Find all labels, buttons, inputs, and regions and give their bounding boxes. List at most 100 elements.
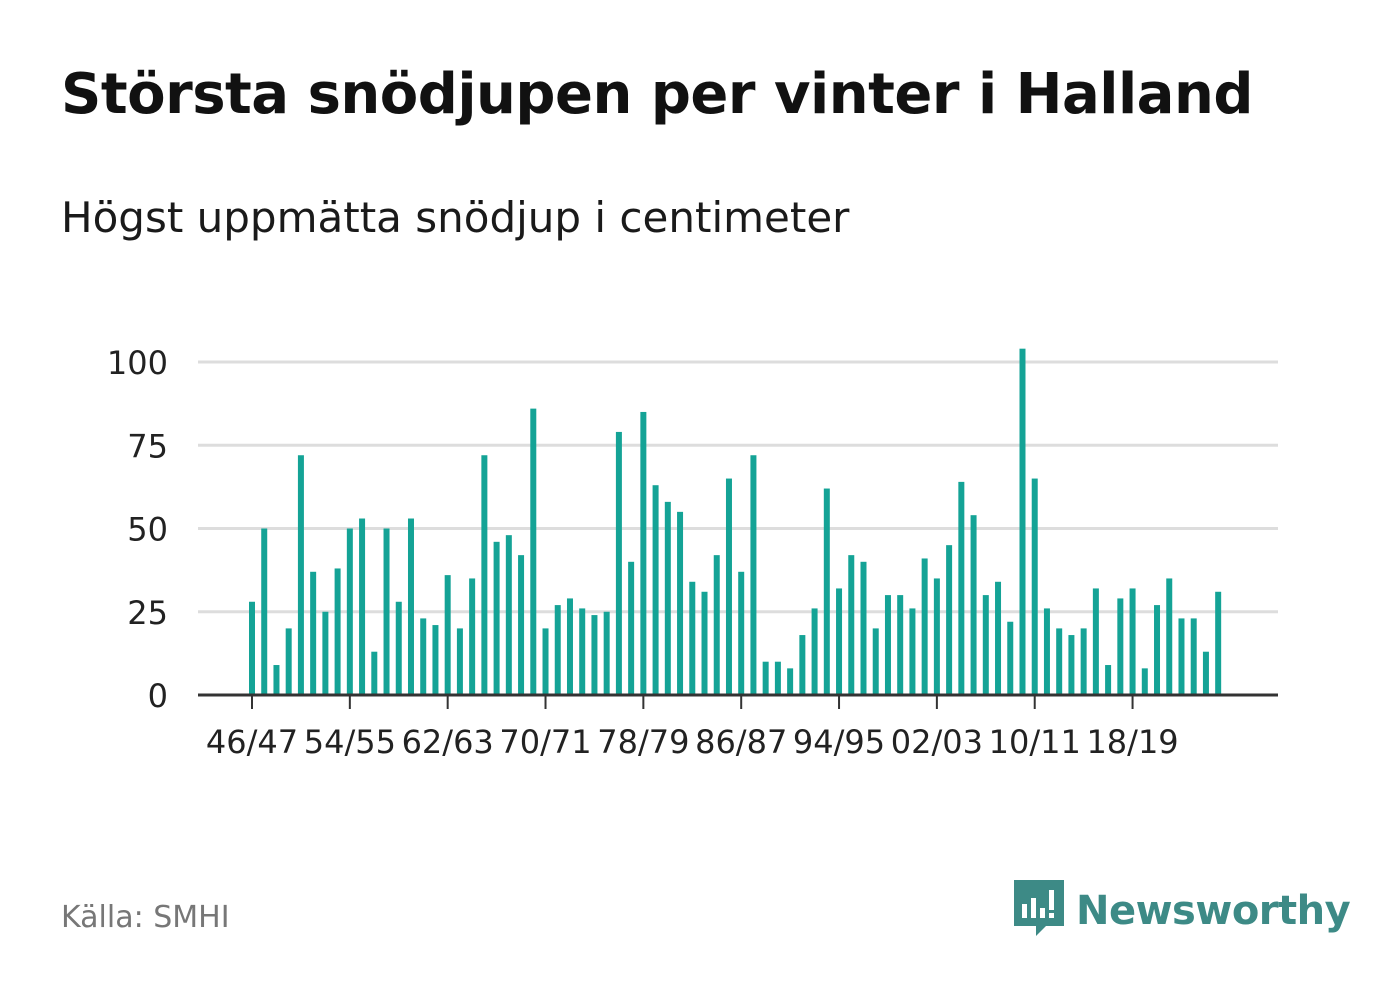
bar-66/67 — [493, 541, 500, 695]
bar-13/14 — [1068, 635, 1075, 695]
bar-62/63 — [444, 575, 451, 695]
bar-59/60 — [407, 518, 414, 695]
bar-00/01 — [909, 608, 916, 695]
bar-61/62 — [432, 625, 439, 695]
bar-98/99 — [884, 595, 891, 695]
brand-name: Newsworthy — [1076, 888, 1351, 934]
bar-90/91 — [787, 668, 794, 695]
x-tick-label: 54/55 — [304, 723, 396, 761]
bar-21/22 — [1166, 578, 1173, 695]
bar-10/11 — [1031, 478, 1038, 695]
bar-47/48 — [261, 528, 268, 695]
bar-67/68 — [505, 535, 512, 695]
bar-16/17 — [1105, 665, 1112, 695]
bar-65/66 — [481, 455, 488, 695]
bar-15/16 — [1092, 588, 1099, 695]
bar-95/96 — [848, 555, 855, 695]
bar-49/50 — [285, 628, 292, 695]
brand-logo: Newsworthy — [1012, 878, 1351, 944]
bar-23/24 — [1190, 618, 1197, 695]
bar-77/78 — [628, 561, 635, 695]
bar-25/26 — [1215, 591, 1222, 695]
x-axis-ticks: 46/47 54/55 62/63 70/71 78/79 86/87 94/95 02/03… — [206, 695, 1179, 761]
bar-93/94 — [823, 488, 830, 695]
bar-51/52 — [310, 571, 317, 695]
bar-18/19 — [1129, 588, 1136, 695]
bar-89/90 — [774, 661, 781, 695]
x-tick-label: 10/11 — [989, 723, 1081, 761]
bars — [249, 348, 1222, 695]
bar-92/93 — [811, 608, 818, 695]
bar-71/72 — [554, 605, 561, 695]
bar-46/47 — [249, 601, 255, 695]
bar-08/09 — [1007, 621, 1014, 695]
bar-05/06 — [970, 515, 977, 695]
bar-22/23 — [1178, 618, 1185, 695]
bar-63/64 — [456, 628, 463, 695]
bar-53/54 — [334, 568, 341, 695]
bar-87/88 — [750, 455, 757, 695]
bar-48/49 — [273, 665, 280, 695]
bar-11/12 — [1043, 608, 1050, 695]
bar-52/53 — [322, 611, 329, 695]
bar-04/05 — [958, 481, 965, 695]
y-tick-label: 100 — [107, 344, 168, 382]
bar-14/15 — [1080, 628, 1087, 695]
bar-24/25 — [1202, 651, 1209, 695]
bar-96/97 — [860, 561, 867, 695]
bar-88/89 — [762, 661, 769, 695]
bar-57/58 — [383, 528, 390, 695]
x-tick-label: 86/87 — [695, 723, 787, 761]
bar-94/95 — [836, 588, 843, 695]
bar-50/51 — [297, 455, 304, 695]
x-tick-label: 94/95 — [793, 723, 885, 761]
bar-82/83 — [689, 581, 696, 695]
bar-74/75 — [591, 615, 598, 695]
bar-06/07 — [982, 595, 989, 695]
bar-86/87 — [738, 571, 745, 695]
source-note: Källa: SMHI — [61, 900, 230, 935]
bar-19/20 — [1141, 668, 1148, 695]
chart-title: Största snödjupen per vinter i Halland — [61, 62, 1253, 127]
bar-09/10 — [1019, 348, 1026, 695]
y-tick-label: 75 — [127, 427, 168, 465]
bar-01/02 — [921, 558, 928, 695]
bar-03/04 — [946, 545, 953, 695]
bar-78/79 — [640, 411, 647, 695]
bar-02/03 — [933, 578, 940, 695]
y-tick-label: 50 — [127, 511, 168, 549]
bar-58/59 — [395, 601, 402, 695]
x-tick-label: 70/71 — [499, 723, 591, 761]
bar-81/82 — [677, 511, 684, 695]
newsworthy-logo-icon — [1012, 878, 1066, 944]
bar-20/21 — [1154, 605, 1161, 695]
bar-75/76 — [603, 611, 610, 695]
bar-72/73 — [566, 598, 573, 695]
y-tick-label: 25 — [127, 594, 168, 632]
bar-70/71 — [542, 628, 549, 695]
bar-64/65 — [469, 578, 476, 695]
y-axis-ticks: 0 25 50 75 100 — [107, 344, 168, 715]
bar-68/69 — [518, 555, 525, 695]
bar-76/77 — [615, 431, 622, 695]
x-tick-label: 46/47 — [206, 723, 298, 761]
bar-84/85 — [713, 555, 720, 695]
bar-07/08 — [995, 581, 1002, 695]
bar-17/18 — [1117, 598, 1124, 695]
bar-80/81 — [664, 501, 671, 695]
bar-91/92 — [799, 635, 806, 695]
bar-73/74 — [579, 608, 586, 695]
x-tick-label: 78/79 — [597, 723, 689, 761]
x-tick-label: 62/63 — [402, 723, 494, 761]
y-tick-label: 0 — [148, 677, 168, 715]
bar-55/56 — [359, 518, 366, 695]
bar-54/55 — [346, 528, 353, 695]
bar-60/61 — [420, 618, 427, 695]
x-tick-label: 02/03 — [891, 723, 983, 761]
bar-69/70 — [530, 408, 537, 695]
bar-56/57 — [371, 651, 378, 695]
bar-99/00 — [897, 595, 904, 695]
bar-79/80 — [652, 485, 659, 695]
bar-97/98 — [872, 628, 879, 695]
